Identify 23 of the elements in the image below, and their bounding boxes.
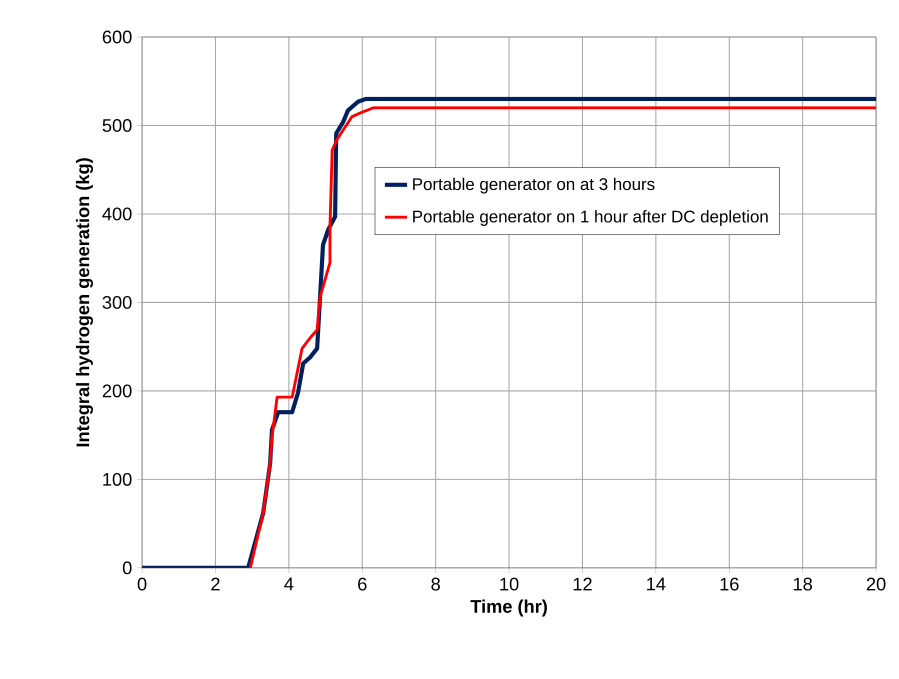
y-axis-title: Integral hydrogen generation (kg)	[76, 158, 93, 446]
y-tick-label: 500	[102, 119, 132, 132]
legend-label: Portable generator on 1 hour after DC depletion	[413, 210, 768, 226]
x-tick-label: 10	[500, 578, 518, 591]
x-tick-label: 12	[574, 578, 592, 590]
x-tick-label: 8	[431, 578, 440, 591]
x-tick-label: 20	[866, 578, 886, 591]
y-tick-label: 100	[103, 473, 132, 486]
x-tick-label: 4	[284, 578, 294, 590]
x-tick-label: 18	[794, 578, 812, 591]
y-tick-label: 300	[102, 296, 132, 309]
legend-label: Portable generator on at 3 hours	[413, 178, 655, 194]
x-tick-label: 14	[647, 578, 666, 590]
y-tick-label: 600	[102, 30, 132, 44]
y-tick-label: 200	[102, 384, 132, 398]
x-tick-label: 0	[138, 578, 146, 591]
x-tick-label: 2	[211, 578, 220, 590]
y-tick-label: 400	[102, 208, 132, 220]
x-tick-label: 6	[358, 578, 367, 591]
line-series	[248, 106, 876, 568]
x-axis-title: Time (hr)	[470, 600, 547, 617]
y-tick-label: 0	[122, 561, 132, 574]
x-tick-label: 16	[720, 578, 739, 591]
